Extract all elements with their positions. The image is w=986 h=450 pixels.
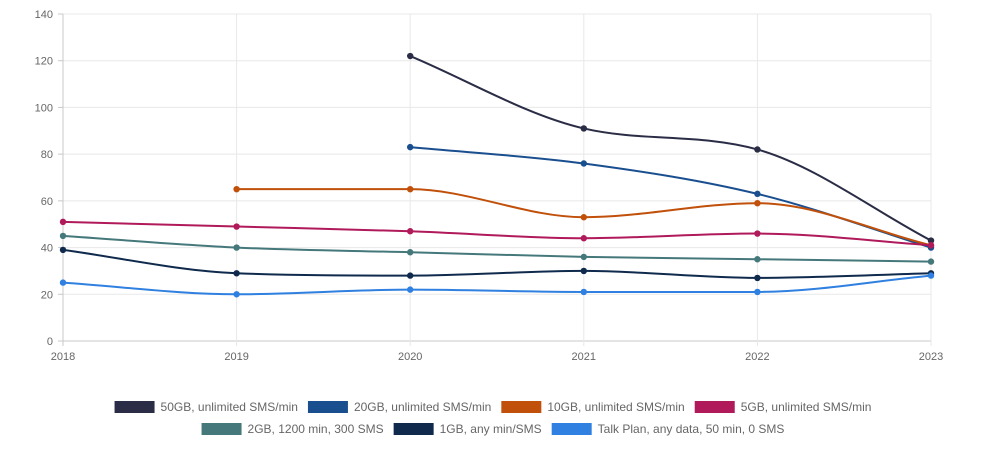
data-point[interactable] bbox=[580, 267, 587, 275]
data-point[interactable] bbox=[233, 185, 240, 193]
legend-label: 20GB, unlimited SMS/min bbox=[354, 400, 491, 414]
data-point[interactable] bbox=[754, 230, 761, 237]
data-point[interactable] bbox=[233, 244, 240, 251]
x-tick-label: 2019 bbox=[224, 351, 248, 363]
data-point[interactable] bbox=[233, 270, 240, 277]
legend-swatch bbox=[501, 401, 542, 413]
y-tick-label: 100 bbox=[35, 102, 53, 114]
series-line bbox=[409, 55, 932, 242]
data-point[interactable] bbox=[754, 199, 761, 207]
legend-item-5[interactable]: 2GB, 1200 min, 300 SMS bbox=[201, 422, 384, 436]
y-tick-label: 80 bbox=[41, 149, 53, 161]
x-tick-label: 2021 bbox=[572, 351, 596, 363]
data-point[interactable] bbox=[233, 223, 240, 230]
x-tick-label: 2018 bbox=[51, 351, 75, 363]
legend-item-6[interactable]: 1GB, any min/SMS bbox=[393, 422, 542, 436]
data-point[interactable] bbox=[580, 253, 587, 261]
data-point[interactable] bbox=[580, 214, 587, 221]
series-4 bbox=[59, 218, 935, 249]
legend-swatch bbox=[201, 423, 242, 435]
legend-item-3[interactable]: 10GB, unlimited SMS/min bbox=[501, 400, 685, 414]
y-tick-label: 40 bbox=[41, 243, 53, 255]
y-tick-label: 0 bbox=[47, 336, 53, 348]
x-tick-label: 2023 bbox=[919, 351, 943, 363]
data-point[interactable] bbox=[407, 52, 414, 60]
series-line bbox=[62, 220, 932, 247]
series-layer bbox=[59, 52, 935, 298]
data-point[interactable] bbox=[927, 258, 935, 265]
series-5 bbox=[59, 232, 935, 265]
data-point[interactable] bbox=[580, 160, 587, 167]
data-point[interactable] bbox=[407, 228, 414, 235]
data-point[interactable] bbox=[59, 279, 67, 286]
legend-label: 50GB, unlimited SMS/min bbox=[161, 400, 298, 414]
data-point[interactable] bbox=[927, 237, 935, 244]
data-point[interactable] bbox=[754, 288, 761, 296]
grid-layer bbox=[62, 13, 932, 346]
legend-swatch bbox=[114, 401, 155, 413]
legend-swatch bbox=[694, 401, 735, 413]
x-tick-label: 2022 bbox=[745, 351, 769, 363]
series-line bbox=[62, 248, 932, 279]
legend-item-4[interactable]: 5GB, unlimited SMS/min bbox=[694, 400, 872, 414]
legend-label: 1GB, any min/SMS bbox=[440, 422, 542, 436]
data-point[interactable] bbox=[754, 190, 761, 198]
data-point[interactable] bbox=[59, 232, 67, 240]
series-line bbox=[410, 146, 932, 249]
legend-swatch bbox=[551, 423, 592, 435]
data-point[interactable] bbox=[407, 249, 414, 256]
series-7 bbox=[59, 272, 935, 298]
data-point[interactable] bbox=[580, 288, 587, 296]
legend-item-1[interactable]: 50GB, unlimited SMS/min bbox=[114, 400, 298, 414]
legend-item-7[interactable]: Talk Plan, any data, 50 min, 0 SMS bbox=[551, 422, 785, 436]
series-line bbox=[62, 274, 932, 296]
x-tick-label: 2020 bbox=[398, 351, 422, 363]
data-point[interactable] bbox=[407, 185, 414, 193]
y-tick-label: 60 bbox=[41, 196, 53, 208]
data-point[interactable] bbox=[59, 246, 67, 254]
data-point[interactable] bbox=[407, 286, 414, 293]
data-point[interactable] bbox=[580, 235, 587, 242]
series-6 bbox=[59, 246, 935, 282]
legend-swatch bbox=[393, 423, 434, 435]
data-point[interactable] bbox=[59, 218, 67, 226]
series-line bbox=[62, 234, 932, 263]
data-point[interactable] bbox=[233, 291, 240, 298]
y-tick-label: 20 bbox=[41, 289, 53, 301]
data-point[interactable] bbox=[407, 272, 414, 279]
data-point[interactable] bbox=[580, 125, 587, 132]
legend-label: 5GB, unlimited SMS/min bbox=[741, 400, 872, 414]
data-point[interactable] bbox=[927, 272, 935, 279]
axis-layer: 0 20 40 60 80 100 120 140 2018 2019 2020 2021 2022 20… bbox=[35, 9, 944, 363]
legend-swatch bbox=[307, 401, 348, 413]
data-point[interactable] bbox=[407, 143, 414, 151]
legend-label: 2GB, 1200 min, 300 SMS bbox=[248, 422, 384, 436]
data-point[interactable] bbox=[754, 256, 761, 263]
y-tick-label: 140 bbox=[35, 9, 53, 21]
data-point[interactable] bbox=[754, 274, 761, 282]
y-tick-label: 120 bbox=[35, 56, 53, 68]
legend-label: 10GB, unlimited SMS/min bbox=[547, 400, 684, 414]
series-1 bbox=[407, 52, 935, 244]
data-point[interactable] bbox=[754, 146, 761, 153]
legend-item-2[interactable]: 20GB, unlimited SMS/min bbox=[307, 400, 491, 414]
legend-label: Talk Plan, any data, 50 min, 0 SMS bbox=[598, 422, 785, 436]
legend: 50GB, unlimited SMS/min 20GB, unlimited S… bbox=[114, 400, 872, 436]
data-point[interactable] bbox=[927, 242, 935, 249]
